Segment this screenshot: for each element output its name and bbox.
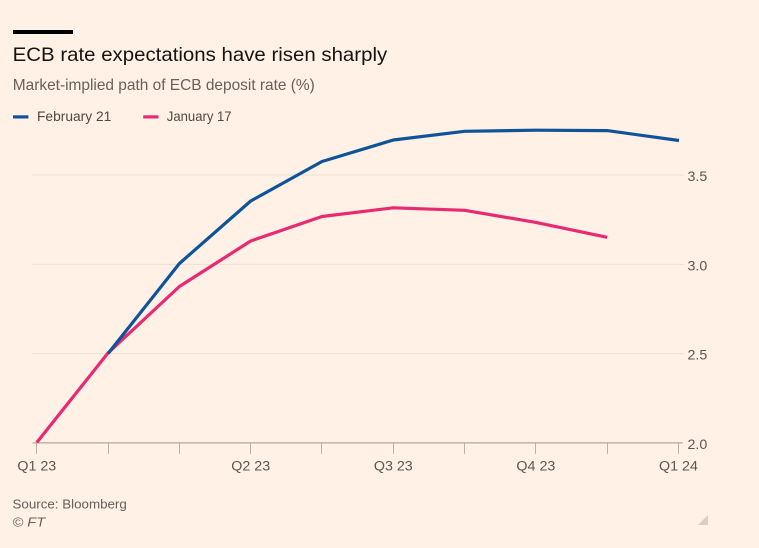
svg-text:Q3 23: Q3 23 <box>374 458 413 473</box>
svg-text:Q4 23: Q4 23 <box>516 458 555 473</box>
svg-text:3.5: 3.5 <box>688 169 708 184</box>
svg-text:3.0: 3.0 <box>688 258 708 273</box>
svg-text:January 17: January 17 <box>167 108 232 124</box>
svg-text:Source: Bloomberg: Source: Bloomberg <box>13 496 127 511</box>
svg-text:ECB rate expectations have ris: ECB rate expectations have risen sharply <box>13 44 388 66</box>
svg-text:2.5: 2.5 <box>688 348 708 363</box>
svg-text:Q1 24: Q1 24 <box>659 458 698 473</box>
svg-text:© FT: © FT <box>13 514 47 529</box>
svg-text:2.0: 2.0 <box>688 437 708 452</box>
svg-text:February 21: February 21 <box>37 108 112 124</box>
svg-text:Q1 23: Q1 23 <box>17 458 56 473</box>
svg-text:Q2 23: Q2 23 <box>231 458 270 473</box>
svg-text:Market-implied path of ECB dep: Market-implied path of ECB deposit rate … <box>13 77 315 94</box>
